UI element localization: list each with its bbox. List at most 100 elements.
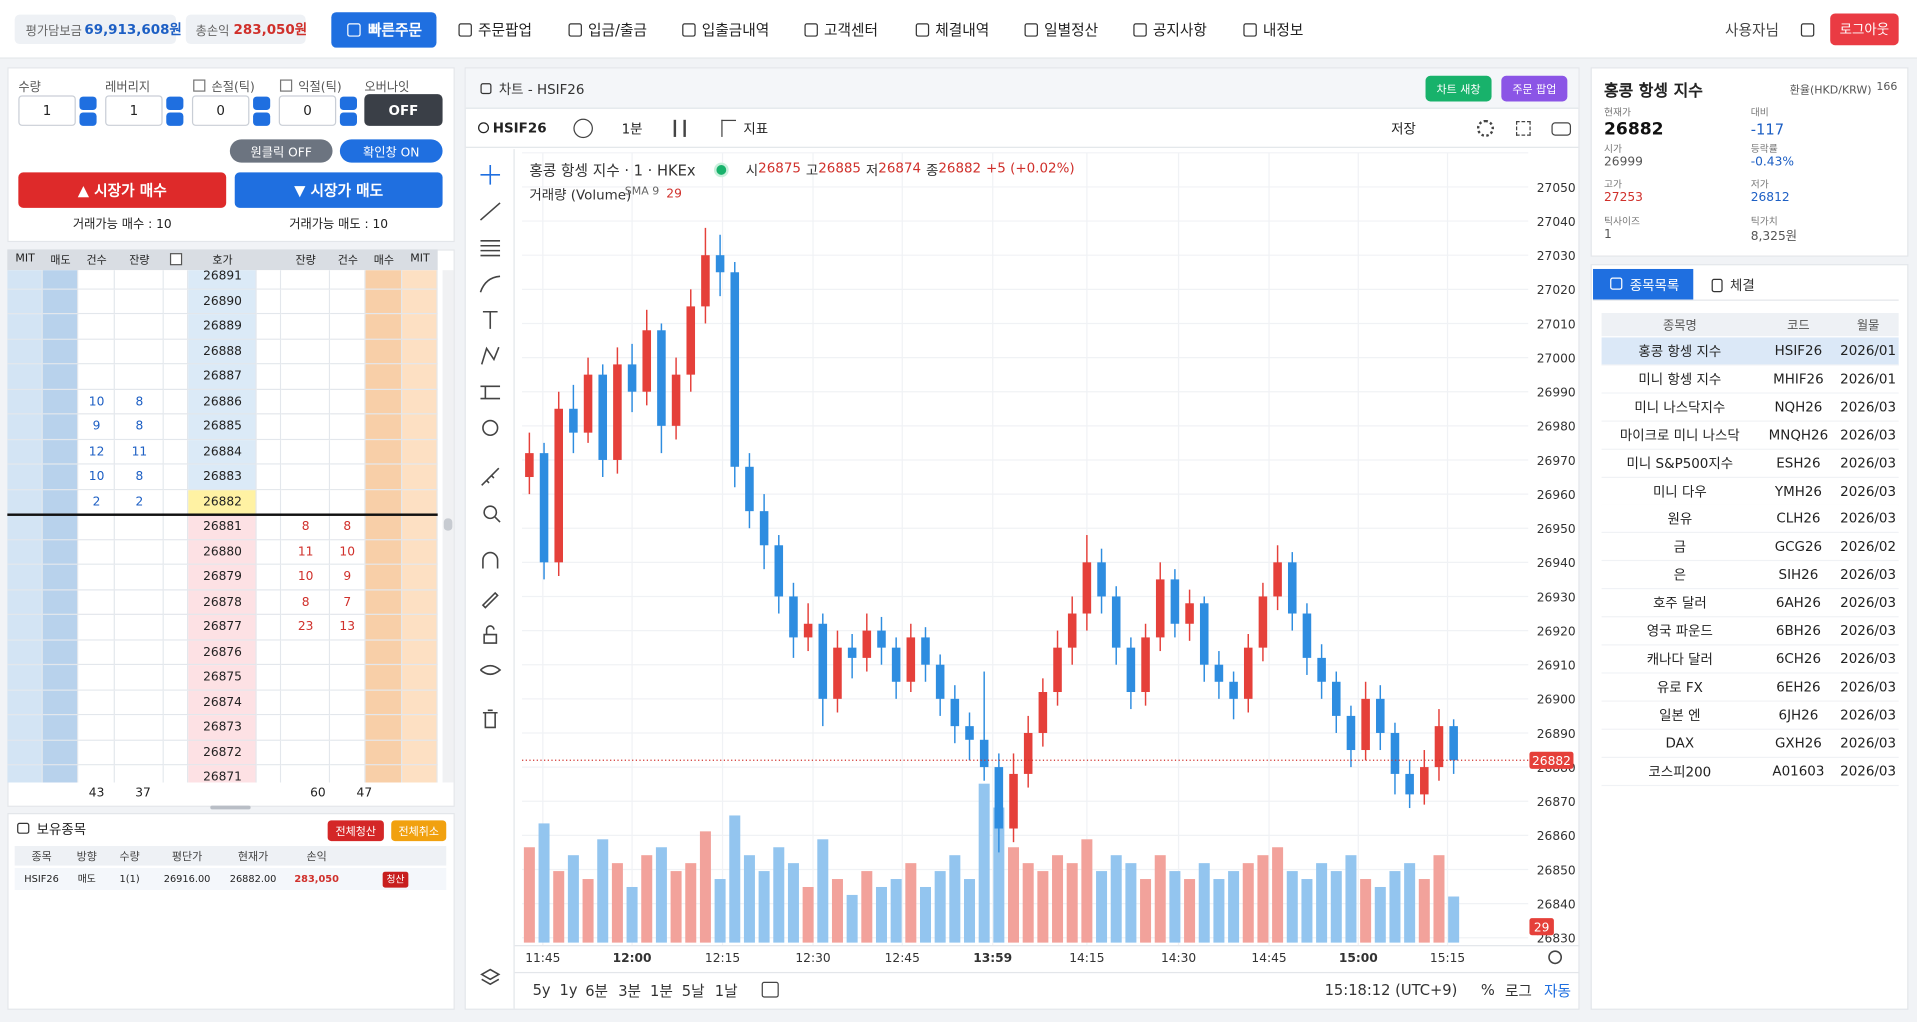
- order-book-cell[interactable]: [188, 414, 257, 440]
- price-level[interactable]: 26873: [203, 721, 242, 735]
- nav-item[interactable]: 빠른주문: [367, 21, 423, 39]
- range-button[interactable]: 1분: [649, 982, 673, 1000]
- instrument-cell[interactable]: 미니 항셍 지수: [1638, 371, 1722, 388]
- order-book-cell[interactable]: [365, 464, 403, 490]
- order-book-cell[interactable]: [42, 289, 79, 315]
- instrument-cell[interactable]: 영국 파운드: [1646, 623, 1713, 640]
- spin-up[interactable]: [339, 96, 357, 111]
- instrument-row[interactable]: [1601, 701, 1899, 730]
- instrument-cell[interactable]: 2026/03: [1840, 678, 1897, 695]
- price-level[interactable]: 26875: [203, 670, 242, 685]
- order-book-cell[interactable]: [365, 564, 403, 590]
- logout-button[interactable]: 로그아웃: [1830, 13, 1899, 46]
- order-book-cell[interactable]: [365, 439, 403, 465]
- order-book-cell[interactable]: [365, 514, 403, 540]
- instrument-cell[interactable]: NQH26: [1774, 398, 1823, 415]
- tab-active[interactable]: [1593, 268, 1694, 300]
- price-level[interactable]: 26891: [203, 270, 242, 284]
- instrument-cell[interactable]: 호주 달러: [1652, 595, 1707, 612]
- order-popup-button[interactable]: 주문 팝업: [1501, 75, 1568, 102]
- order-book-cell[interactable]: [188, 314, 257, 340]
- spin-down[interactable]: [253, 112, 271, 126]
- range-button[interactable]: 5y: [532, 981, 551, 999]
- chart-type-icon[interactable]: [673, 119, 686, 137]
- scale-button[interactable]: 자동: [1544, 982, 1572, 1000]
- range-button[interactable]: 6분: [585, 982, 609, 1000]
- instrument-cell[interactable]: YMH26: [1774, 482, 1822, 499]
- instrument-cell[interactable]: 2026/03: [1840, 622, 1897, 639]
- order-book-cell[interactable]: [42, 439, 79, 465]
- liquidate-button[interactable]: 청산: [382, 871, 409, 888]
- price-level[interactable]: 26874: [203, 695, 242, 710]
- checkbox[interactable]: [279, 79, 293, 92]
- instrument-cell[interactable]: 6EH26: [1776, 678, 1821, 695]
- nav-item[interactable]: 체결내역: [935, 21, 990, 39]
- price-level[interactable]: 26882: [203, 495, 242, 509]
- order-book-cell[interactable]: [188, 289, 257, 315]
- one-click-button[interactable]: 원클릭 OFF: [229, 139, 333, 163]
- order-book-cell[interactable]: [365, 765, 403, 783]
- number-input[interactable]: 1: [105, 95, 163, 126]
- instrument-cell[interactable]: DAX: [1665, 734, 1695, 751]
- instrument-cell[interactable]: 2026/03: [1840, 510, 1897, 527]
- order-book-cell[interactable]: [42, 514, 79, 540]
- cancel-all-button[interactable]: 전체취소: [391, 820, 447, 842]
- price-level[interactable]: 26876: [203, 645, 242, 660]
- instrument-cell[interactable]: 미니 다우: [1652, 483, 1707, 500]
- order-book-cell[interactable]: [42, 564, 79, 590]
- instrument-cell[interactable]: 2026/03: [1840, 650, 1897, 667]
- instrument-cell[interactable]: 2026/03: [1840, 762, 1897, 779]
- instrument-cell[interactable]: 2026/03: [1840, 398, 1897, 415]
- order-book-cell[interactable]: [42, 715, 79, 741]
- instrument-cell[interactable]: GXH26: [1774, 734, 1822, 751]
- instrument-row[interactable]: [1601, 617, 1899, 646]
- order-book-cell[interactable]: [42, 539, 79, 565]
- instrument-cell[interactable]: 6BH26: [1775, 622, 1821, 639]
- save-button[interactable]: 저장: [1391, 121, 1416, 137]
- price-level[interactable]: 26872: [203, 746, 242, 760]
- price-level[interactable]: 26877: [203, 620, 242, 635]
- order-book-cell[interactable]: [365, 715, 403, 741]
- spin-up[interactable]: [166, 96, 184, 111]
- order-book-cell[interactable]: [365, 289, 403, 315]
- instrument-row[interactable]: [1601, 505, 1899, 534]
- instrument-row[interactable]: [1601, 561, 1899, 590]
- instrument-cell[interactable]: 캐나다 달러: [1646, 651, 1713, 668]
- market-sell-button[interactable]: ▼ 시장가 매도: [234, 172, 443, 208]
- price-level[interactable]: 26884: [203, 445, 242, 459]
- instrument-row[interactable]: [1601, 477, 1899, 506]
- instrument-row[interactable]: [1601, 645, 1899, 674]
- fx-icon[interactable]: [721, 119, 736, 137]
- header-checkbox[interactable]: [169, 253, 183, 266]
- price-level[interactable]: 26890: [203, 294, 242, 309]
- order-book-cell[interactable]: [42, 414, 79, 440]
- instrument-row[interactable]: [1601, 421, 1899, 450]
- order-book-cell[interactable]: [42, 464, 79, 490]
- price-level[interactable]: 26879: [203, 570, 242, 585]
- price-level[interactable]: 26880: [203, 545, 242, 560]
- order-book-cell[interactable]: [188, 389, 257, 415]
- spin-down[interactable]: [166, 112, 184, 126]
- order-book-cell[interactable]: [365, 489, 403, 515]
- order-book-cell[interactable]: [365, 539, 403, 565]
- order-book-cell[interactable]: [365, 640, 403, 666]
- order-book-cell[interactable]: [188, 740, 257, 766]
- instrument-cell[interactable]: 2026/03: [1840, 454, 1897, 471]
- order-book-cell[interactable]: [365, 389, 403, 415]
- order-book-cell[interactable]: [42, 339, 79, 365]
- instrument-cell[interactable]: 2026/03: [1840, 594, 1897, 611]
- instrument-cell[interactable]: 마이크로 미니 나스닥: [1619, 427, 1740, 444]
- order-book-cell[interactable]: [188, 665, 257, 691]
- new-window-button[interactable]: 차트 새창: [1425, 75, 1492, 102]
- order-book-cell[interactable]: [42, 614, 79, 641]
- range-button[interactable]: 3분: [618, 982, 642, 1000]
- order-book-cell[interactable]: [188, 614, 257, 641]
- order-book-cell[interactable]: [188, 765, 257, 783]
- instrument-cell[interactable]: 2026/03: [1840, 482, 1897, 499]
- calendar-icon[interactable]: [761, 981, 779, 998]
- instrument-cell[interactable]: HSIF26: [1774, 342, 1823, 359]
- symbol-search[interactable]: HSIF26: [492, 120, 547, 137]
- tab[interactable]: 종목목록: [1629, 277, 1680, 294]
- order-book-cell[interactable]: [365, 589, 403, 615]
- scale-button[interactable]: 로그: [1504, 982, 1532, 1000]
